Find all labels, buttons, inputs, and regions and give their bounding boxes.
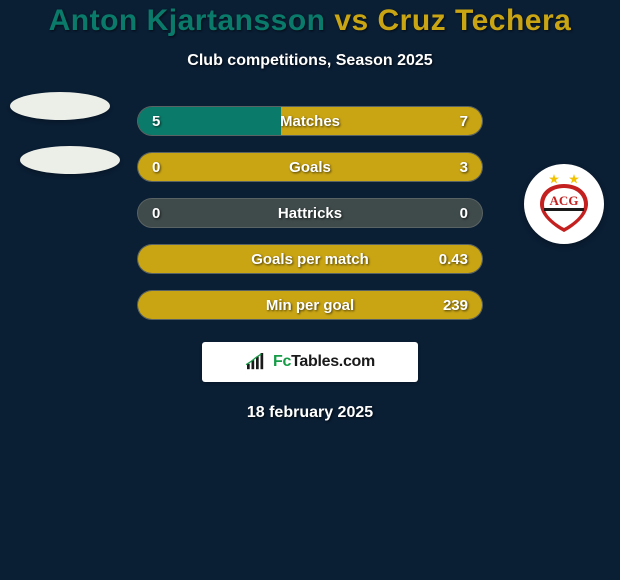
- brand-text: FcTables.com: [273, 353, 375, 371]
- bar-value-right: 0.43: [439, 251, 468, 268]
- team-left-logo-2: [20, 146, 120, 174]
- bar-label: Goals per match: [251, 251, 369, 268]
- bar-label: Goals: [289, 159, 331, 176]
- title-right: vs Cruz Techera: [334, 4, 571, 37]
- content-root: Anton Kjartansson vs Cruz Techera Club c…: [0, 0, 620, 422]
- bar-value-left: 0: [152, 159, 160, 176]
- stat-row: Min per goal 239: [137, 290, 483, 320]
- date-label: 18 february 2025: [247, 404, 373, 422]
- stat-bars: Matches 5 7 Goals 0 3 Hattricks 0 0 Goals per mat…: [137, 106, 483, 320]
- bar-value-right: 239: [443, 297, 468, 314]
- title-left: Anton Kjartansson: [49, 4, 335, 37]
- bar-value-right: 3: [460, 159, 468, 176]
- team-right-logo: ACG: [524, 164, 604, 244]
- stat-row: Matches 5 7: [137, 106, 483, 136]
- stat-row: Hattricks 0 0: [137, 198, 483, 228]
- stat-row: Goals per match 0.43: [137, 244, 483, 274]
- stat-row: Goals 0 3: [137, 152, 483, 182]
- bar-label: Hattricks: [278, 205, 342, 222]
- bar-chart-icon: [245, 353, 267, 371]
- bar-value-right: 7: [460, 113, 468, 130]
- crest-icon: ACG: [532, 172, 596, 236]
- brand-suffix: Tables.com: [291, 353, 375, 370]
- logo-placeholder-ellipse: [10, 92, 110, 120]
- brand-badge: FcTables.com: [202, 342, 418, 382]
- bar-label: Matches: [280, 113, 340, 130]
- comparison-chart: ACG Matches 5 7 Goals 0 3 Hattricks 0 0 Goals per…: [0, 106, 620, 320]
- team-left-logo-1: [10, 92, 110, 120]
- subtitle: Club competitions, Season 2025: [187, 52, 432, 70]
- svg-text:ACG: ACG: [550, 193, 579, 208]
- brand-prefix: Fc: [273, 353, 291, 370]
- logo-placeholder-ellipse: [20, 146, 120, 174]
- bar-label: Min per goal: [266, 297, 354, 314]
- page-title: Anton Kjartansson vs Cruz Techera: [49, 4, 572, 38]
- bar-value-right: 0: [460, 205, 468, 222]
- bar-value-left: 5: [152, 113, 160, 130]
- bar-value-left: 0: [152, 205, 160, 222]
